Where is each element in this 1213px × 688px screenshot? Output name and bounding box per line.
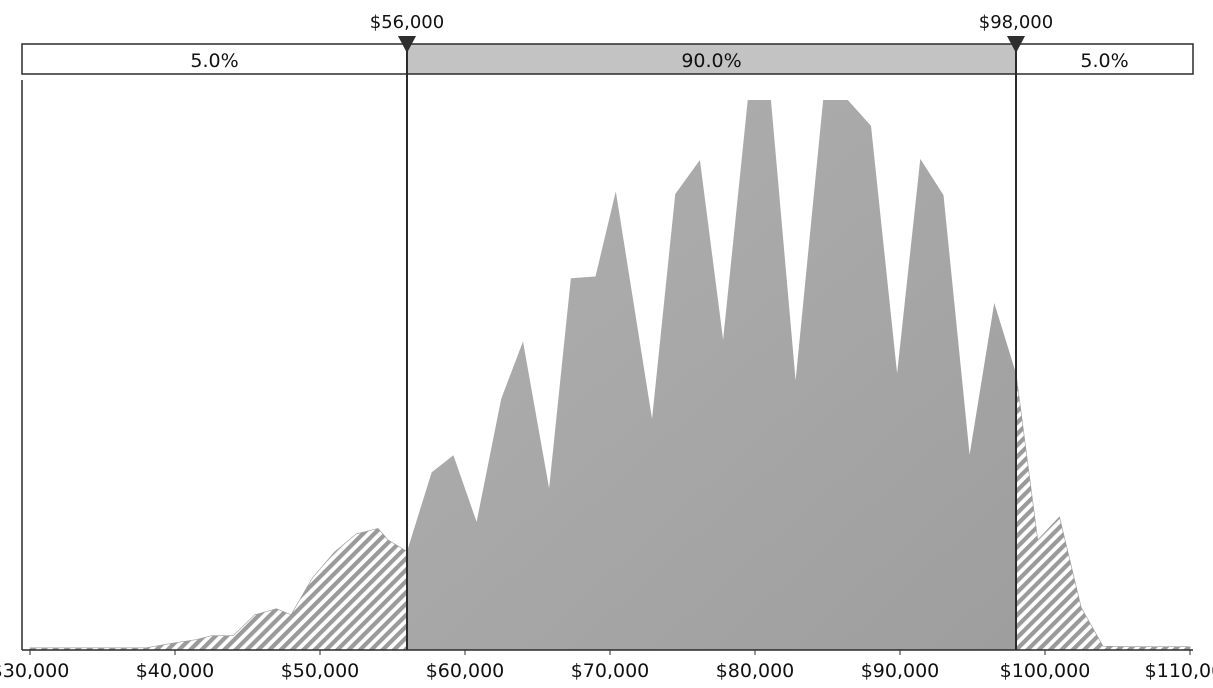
band-label: 5.0% <box>190 50 238 72</box>
x-axis-ticks: $30,000 $40,000 $50,000 $60,000 $70,000 $80,0… <box>0 650 1213 682</box>
x-tick-label: $40,000 <box>136 660 215 682</box>
plot-area <box>29 100 1191 650</box>
x-tick-label: $80,000 <box>716 660 795 682</box>
delimiter-handle[interactable] <box>1007 36 1025 53</box>
delimiter-label: $98,000 <box>979 12 1053 33</box>
band-segment <box>406 43 1017 75</box>
x-tick-label: $110,000 <box>1145 660 1213 682</box>
band-segment <box>21 43 408 75</box>
band-label: 5.0% <box>1080 50 1128 72</box>
x-tick-label: $90,000 <box>861 660 940 682</box>
percentile-band-bar: 5.0% 90.0% 5.0% <box>21 43 1194 75</box>
delimiter-label: $56,000 <box>370 12 444 33</box>
delimiter-handle[interactable] <box>398 36 416 53</box>
band-label: 90.0% <box>681 50 741 72</box>
x-tick-label: $50,000 <box>281 660 360 682</box>
band-segment <box>1015 43 1194 75</box>
x-tick-label: $30,000 <box>0 660 69 682</box>
middle-area <box>407 100 1016 650</box>
right-tail-area <box>1015 373 1191 650</box>
x-tick-label: $60,000 <box>426 660 505 682</box>
left-tail-area <box>29 528 408 650</box>
x-tick-label: $70,000 <box>571 660 650 682</box>
x-tick-label: $100,000 <box>1000 660 1091 682</box>
delimiter-lines: $56,000 $98,000 <box>370 12 1053 650</box>
